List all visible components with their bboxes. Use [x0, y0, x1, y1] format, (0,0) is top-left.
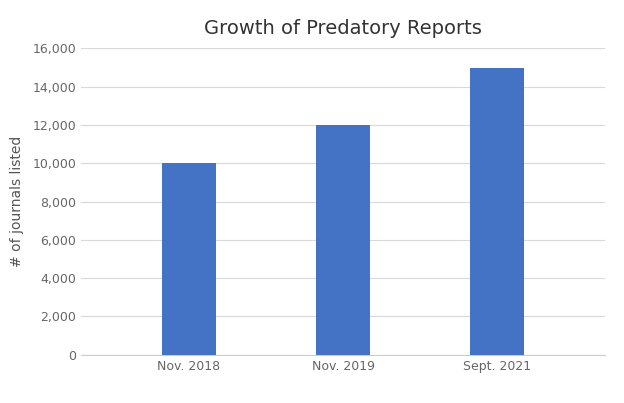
Title: Growth of Predatory Reports: Growth of Predatory Reports: [204, 19, 482, 38]
Y-axis label: # of journals listed: # of journals listed: [10, 136, 24, 267]
Bar: [316, 125, 370, 355]
Bar: [470, 67, 524, 355]
Bar: [162, 163, 216, 355]
